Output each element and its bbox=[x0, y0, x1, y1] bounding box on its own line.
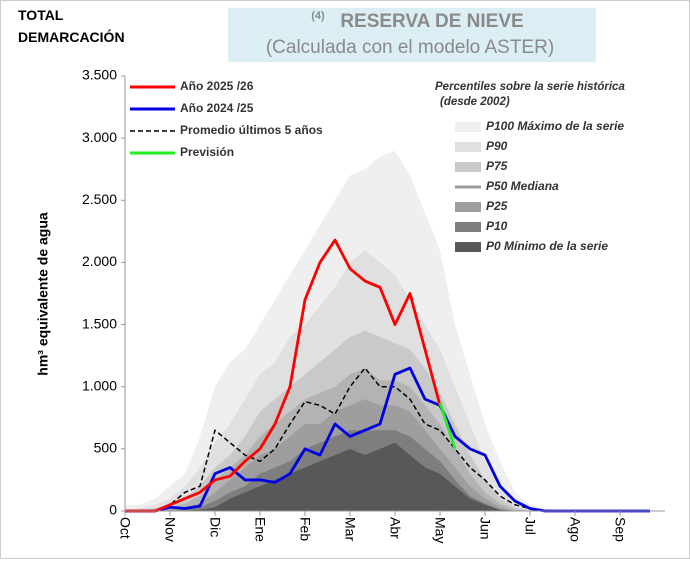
x-tick-label: Ene bbox=[252, 517, 268, 542]
legend-swatch bbox=[455, 242, 481, 252]
legend-note: (desde 2002) bbox=[440, 96, 510, 108]
x-tick-label: Jun bbox=[477, 517, 493, 540]
x-tick-label: Sep bbox=[612, 517, 628, 542]
legend-label: P0 Mínimo de la serie bbox=[486, 239, 608, 253]
y-tick-label: 2.000 bbox=[82, 253, 117, 269]
y-tick-label: 1.000 bbox=[82, 377, 117, 393]
legend-swatch bbox=[455, 202, 481, 212]
y-tick-label: 3.000 bbox=[82, 129, 117, 145]
series-line bbox=[125, 238, 442, 513]
region-label: TOTAL DEMARCACIÓN bbox=[18, 7, 125, 45]
legend-note: Percentiles sobre la serie histórica bbox=[435, 81, 625, 93]
y-tick-label: 3.500 bbox=[82, 67, 117, 83]
y-tick-label: 1.500 bbox=[82, 315, 117, 331]
x-tick-label: Oct bbox=[117, 517, 133, 539]
legend-label: P50 Mediana bbox=[486, 179, 559, 193]
x-tick-label: Abr bbox=[387, 517, 403, 539]
x-tick-label: Jul bbox=[522, 517, 538, 535]
legend-label: P75 bbox=[486, 159, 508, 173]
series-line bbox=[438, 402, 457, 450]
legend-swatch bbox=[455, 142, 481, 152]
legend-label: Año 2025 /26 bbox=[180, 79, 254, 93]
title-note: (4) bbox=[311, 10, 325, 22]
y-tick-label: 2.500 bbox=[82, 191, 117, 207]
x-tick-label: May bbox=[432, 517, 448, 543]
legend-label: Año 2024 /25 bbox=[180, 101, 254, 115]
legend-swatch bbox=[455, 122, 481, 132]
x-tick-label: Ago bbox=[567, 517, 583, 542]
title-box bbox=[228, 8, 596, 62]
chart-title: RESERVA DE NIEVE bbox=[340, 11, 523, 32]
y-tick-label: 500 bbox=[94, 440, 118, 456]
x-tick-label: Nov bbox=[162, 517, 178, 542]
legend-swatch bbox=[455, 222, 481, 232]
legend-swatch bbox=[455, 162, 481, 172]
legend-label: P10 bbox=[486, 219, 508, 233]
legend-label: Previsión bbox=[180, 145, 234, 159]
legend-label: Promedio últimos 5 años bbox=[180, 123, 323, 137]
percentile-area bbox=[125, 442, 650, 511]
x-tick-label: Mar bbox=[342, 517, 358, 541]
y-axis-label: hm³ equivalente de agua bbox=[35, 212, 51, 376]
x-tick-label: Dic bbox=[207, 517, 223, 537]
legend-label: P100 Máximo de la serie bbox=[486, 119, 624, 133]
legend-label: P90 bbox=[486, 139, 508, 153]
chart-subtitle: (Calculada con el modelo ASTER) bbox=[266, 37, 554, 58]
legend-label: P25 bbox=[486, 199, 508, 213]
y-tick-label: 0 bbox=[109, 502, 117, 518]
x-tick-label: Feb bbox=[297, 517, 313, 541]
plot-area bbox=[125, 150, 650, 513]
